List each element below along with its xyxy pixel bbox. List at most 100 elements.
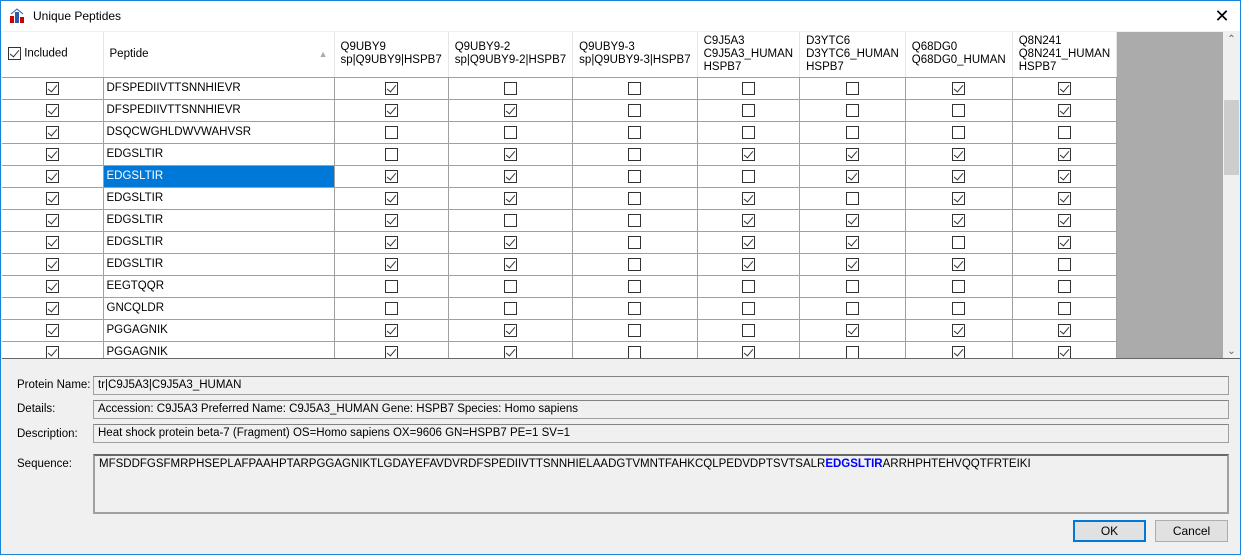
protein-cell[interactable] <box>572 253 698 276</box>
protein-checkbox[interactable] <box>503 125 517 139</box>
included-checkbox[interactable] <box>45 191 59 205</box>
protein-cell[interactable] <box>1012 77 1118 100</box>
protein-checkbox[interactable] <box>952 103 966 117</box>
protein-checkbox[interactable] <box>952 169 966 183</box>
protein-checkbox[interactable] <box>628 147 642 161</box>
protein-checkbox[interactable] <box>845 125 859 139</box>
protein-checkbox[interactable] <box>628 169 642 183</box>
protein-cell[interactable] <box>697 209 801 232</box>
included-checkbox[interactable] <box>45 125 59 139</box>
included-checkbox[interactable] <box>45 235 59 249</box>
protein-checkbox[interactable] <box>952 191 966 205</box>
protein-checkbox[interactable] <box>503 169 517 183</box>
protein-cell[interactable] <box>334 121 449 144</box>
column-header-4[interactable]: Q9UBY9-3 sp|Q9UBY9-3|HSPB7 <box>572 32 698 78</box>
protein-cell[interactable] <box>799 77 906 100</box>
included-checkbox[interactable] <box>45 81 59 95</box>
protein-checkbox[interactable] <box>503 279 517 293</box>
protein-cell[interactable] <box>799 297 906 320</box>
protein-checkbox[interactable] <box>503 213 517 227</box>
protein-cell[interactable] <box>572 275 698 298</box>
cancel-button[interactable]: Cancel <box>1155 520 1228 542</box>
included-cell[interactable] <box>2 143 104 166</box>
protein-cell[interactable] <box>448 319 574 342</box>
protein-checkbox[interactable] <box>1057 257 1071 271</box>
protein-cell[interactable] <box>905 121 1013 144</box>
protein-checkbox[interactable] <box>952 345 966 358</box>
protein-checkbox[interactable] <box>628 213 642 227</box>
peptide-cell[interactable]: EDGSLTIR <box>103 187 335 210</box>
protein-checkbox[interactable] <box>741 125 755 139</box>
peptide-cell[interactable]: PGGAGNIK <box>103 319 335 342</box>
protein-cell[interactable] <box>799 165 906 188</box>
protein-cell[interactable] <box>448 275 574 298</box>
protein-cell[interactable] <box>572 209 698 232</box>
protein-cell[interactable] <box>905 143 1013 166</box>
protein-checkbox[interactable] <box>1057 345 1071 358</box>
protein-cell[interactable] <box>1012 253 1118 276</box>
close-button[interactable]: ✕ <box>1210 4 1234 28</box>
protein-checkbox[interactable] <box>503 301 517 315</box>
protein-checkbox[interactable] <box>503 81 517 95</box>
protein-cell[interactable] <box>905 165 1013 188</box>
protein-cell[interactable] <box>1012 165 1118 188</box>
protein-checkbox[interactable] <box>628 301 642 315</box>
protein-checkbox[interactable] <box>741 213 755 227</box>
protein-checkbox[interactable] <box>384 345 398 358</box>
protein-checkbox[interactable] <box>628 191 642 205</box>
protein-cell[interactable] <box>1012 341 1118 358</box>
protein-checkbox[interactable] <box>1057 301 1071 315</box>
protein-checkbox[interactable] <box>952 81 966 95</box>
protein-cell[interactable] <box>334 319 449 342</box>
column-header-6[interactable]: D3YTC6 D3YTC6_HUMAN HSPB7 <box>799 32 906 78</box>
protein-cell[interactable] <box>905 77 1013 100</box>
protein-checkbox[interactable] <box>503 147 517 161</box>
included-checkbox[interactable] <box>45 301 59 315</box>
protein-checkbox[interactable] <box>384 169 398 183</box>
protein-cell[interactable] <box>448 297 574 320</box>
protein-checkbox[interactable] <box>384 103 398 117</box>
protein-checkbox[interactable] <box>384 257 398 271</box>
protein-cell[interactable] <box>697 121 801 144</box>
protein-checkbox[interactable] <box>1057 169 1071 183</box>
protein-checkbox[interactable] <box>845 81 859 95</box>
protein-checkbox[interactable] <box>741 191 755 205</box>
protein-cell[interactable] <box>572 99 698 122</box>
protein-checkbox[interactable] <box>628 345 642 358</box>
included-cell[interactable] <box>2 253 104 276</box>
protein-checkbox[interactable] <box>845 323 859 337</box>
details-field[interactable]: Accession: C9J5A3 Preferred Name: C9J5A3… <box>93 400 1229 419</box>
protein-checkbox[interactable] <box>845 103 859 117</box>
included-cell[interactable] <box>2 297 104 320</box>
protein-cell[interactable] <box>1012 275 1118 298</box>
table-row[interactable]: EDGSLTIR <box>2 209 1118 232</box>
included-checkbox[interactable] <box>45 279 59 293</box>
protein-checkbox[interactable] <box>628 323 642 337</box>
vertical-scrollbar[interactable]: ⌃ ⌄ <box>1223 32 1240 358</box>
protein-cell[interactable] <box>697 275 801 298</box>
protein-checkbox[interactable] <box>741 257 755 271</box>
protein-checkbox[interactable] <box>503 103 517 117</box>
protein-cell[interactable] <box>448 165 574 188</box>
protein-checkbox[interactable] <box>628 125 642 139</box>
protein-cell[interactable] <box>799 341 906 358</box>
protein-checkbox[interactable] <box>384 125 398 139</box>
protein-cell[interactable] <box>448 121 574 144</box>
protein-cell[interactable] <box>905 275 1013 298</box>
protein-checkbox[interactable] <box>628 81 642 95</box>
protein-checkbox[interactable] <box>845 169 859 183</box>
protein-cell[interactable] <box>799 121 906 144</box>
protein-cell[interactable] <box>697 143 801 166</box>
protein-checkbox[interactable] <box>384 81 398 95</box>
protein-cell[interactable] <box>697 187 801 210</box>
protein-checkbox[interactable] <box>845 147 859 161</box>
protein-checkbox[interactable] <box>741 301 755 315</box>
protein-checkbox[interactable] <box>845 279 859 293</box>
column-header-0[interactable]: Included <box>2 32 104 78</box>
table-row[interactable]: DFSPEDIIVTTSNNHIEVR <box>2 77 1118 100</box>
included-cell[interactable] <box>2 77 104 100</box>
protein-checkbox[interactable] <box>741 345 755 358</box>
protein-checkbox[interactable] <box>952 323 966 337</box>
protein-cell[interactable] <box>334 297 449 320</box>
protein-cell[interactable] <box>697 99 801 122</box>
